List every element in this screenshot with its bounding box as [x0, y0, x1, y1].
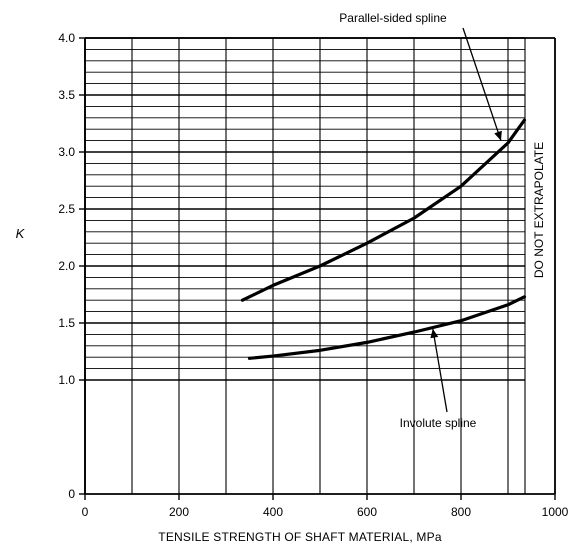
annotation-leader: [462, 27, 502, 141]
series-line: [247, 295, 527, 360]
x-tick-label: 1000: [542, 505, 569, 519]
y-tick-label: 1.0: [58, 373, 75, 387]
x-tick-label: 400: [263, 505, 283, 519]
y-tick-label: 3.0: [58, 145, 75, 159]
annotations: Parallel-sided spline Involute spline: [339, 11, 502, 430]
y-tick-label: 2.5: [58, 202, 75, 216]
y-tick-label: 1.5: [58, 316, 75, 330]
annotation-leader: [432, 328, 448, 413]
y-tick-label: 2.0: [58, 259, 75, 273]
x-tick-label: 200: [169, 505, 189, 519]
x-tick-label: 0: [82, 505, 89, 519]
x-tick-label: 600: [357, 505, 377, 519]
series-line: [240, 118, 527, 302]
y-tick-label: 3.5: [58, 88, 75, 102]
x-axis-label: TENSILE STRENGTH OF SHAFT MATERIAL, MPa: [158, 530, 442, 544]
series: [240, 118, 527, 360]
annotation-arrowhead: [494, 130, 502, 141]
y-tick-label: 0: [68, 487, 75, 501]
annotation-arrowhead: [430, 328, 439, 339]
tick-labels: 0 200 400 600 800 1000 0 1.0 1.5 2.0 2.5 3.0 3.5 4.0: [58, 31, 568, 519]
side-note: DO NOT EXTRAPOLATE: [532, 142, 546, 278]
x-tick-label: 800: [451, 505, 471, 519]
annotation-involute-spline: Involute spline: [400, 416, 477, 430]
y-tick-label: 4.0: [58, 31, 75, 45]
grid: [84, 37, 556, 494]
y-axis-label: K: [16, 226, 26, 241]
annotation-parallel-sided-spline: Parallel-sided spline: [339, 11, 447, 25]
